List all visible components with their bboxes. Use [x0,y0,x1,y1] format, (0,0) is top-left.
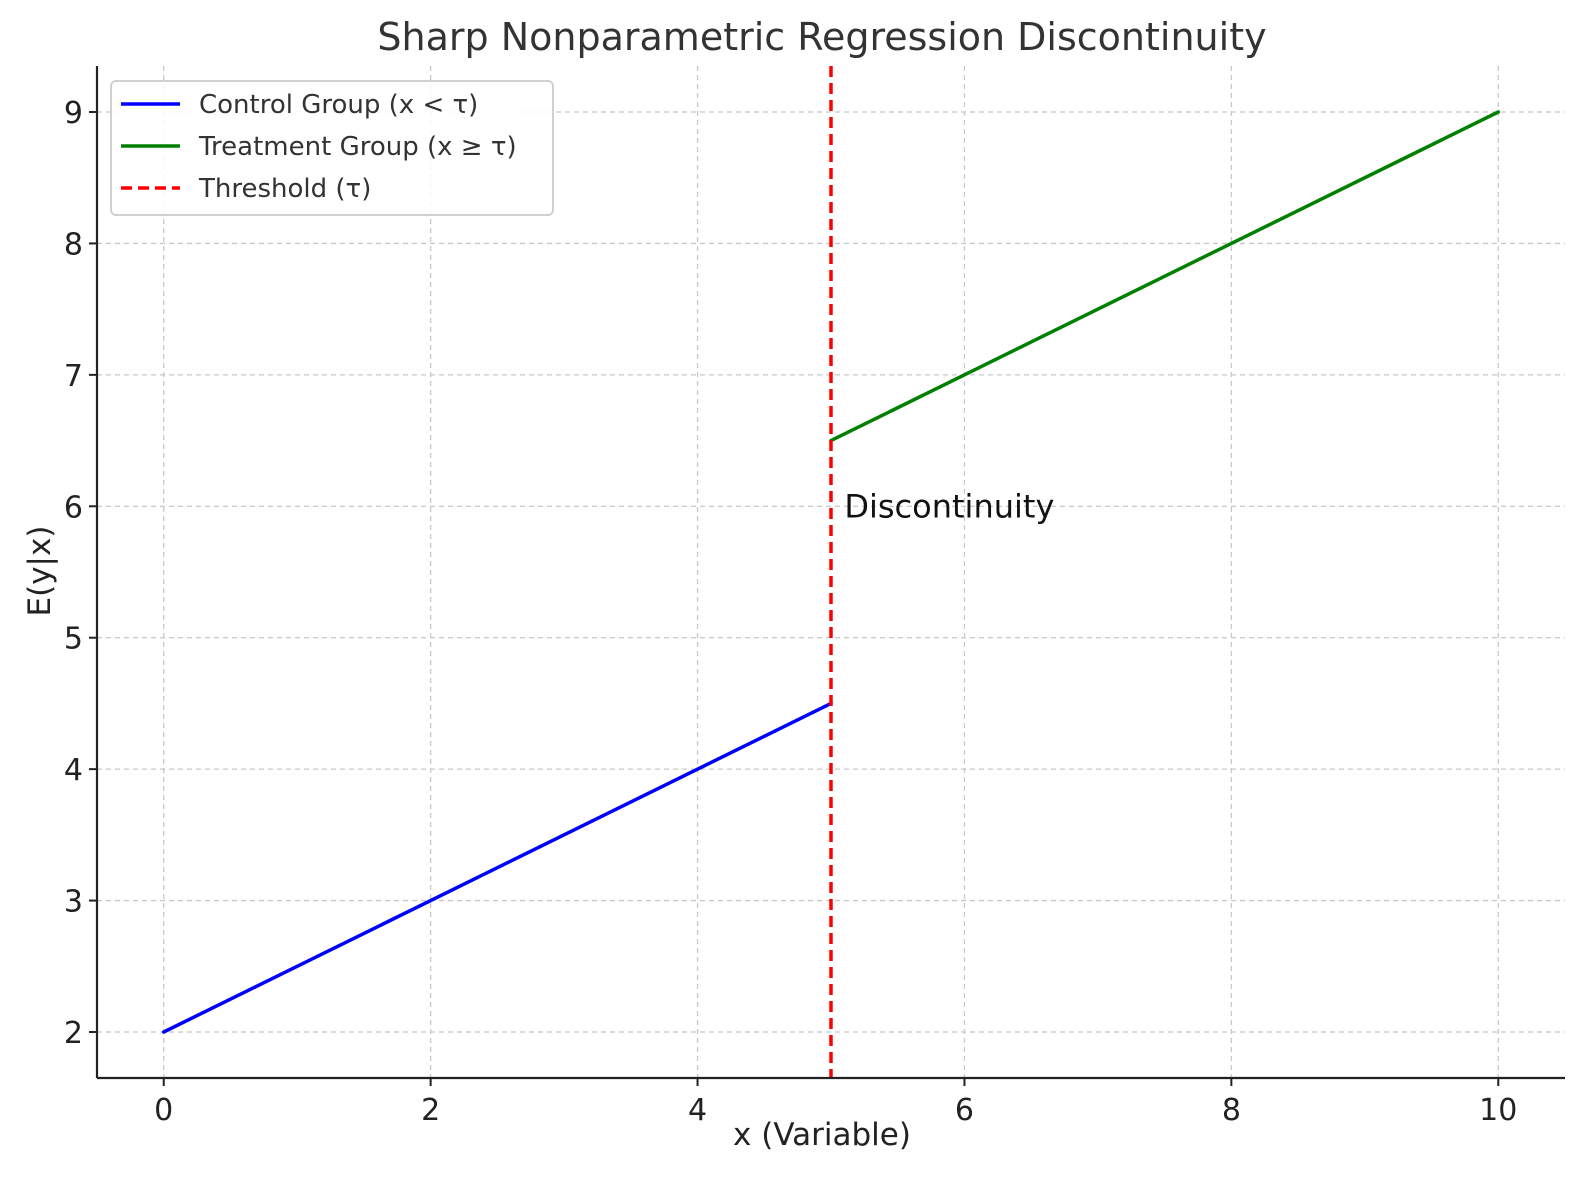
x-tick-label: 6 [955,1093,974,1128]
x-tick-label: 4 [688,1093,707,1128]
discontinuity-annotation: Discontinuity [844,487,1054,525]
y-tick-label: 4 [64,753,83,788]
x-tick-label: 8 [1222,1093,1241,1128]
y-tick-label: 6 [64,490,83,525]
legend: Control Group (x < τ) Treatment Group (x … [110,80,554,216]
y-tick-label: 5 [64,622,83,657]
treatment-group-line [829,110,1501,443]
series-layer [161,66,1501,1078]
x-tick-label: 2 [421,1093,440,1128]
x-tick-label: 10 [1479,1093,1517,1128]
chart-title: Sharp Nonparametric Regression Discontin… [377,15,1266,59]
y-tick-label: 9 [64,96,83,131]
y-tick-label: 2 [64,1016,83,1051]
y-tick-label: 3 [64,885,83,920]
y-tick-label: 7 [64,359,83,394]
legend-label: Control Group (x < τ) [199,90,478,120]
legend-frame [110,80,554,216]
x-axis-label: x (Variable) [733,1117,911,1153]
control-group-line [161,701,833,1034]
legend-label: Treatment Group (x ≥ τ) [198,132,517,162]
x-tick-label: 0 [154,1093,173,1128]
y-tick-label: 8 [64,227,83,262]
legend-label: Threshold (τ) [198,174,371,204]
annotations: Discontinuity [844,487,1054,525]
tick-labels: 0 2 4 6 8 10 2 3 4 5 6 7 8 9 [64,96,1517,1128]
y-axis-label: E(y|x) [22,526,58,617]
axes [95,66,1565,1080]
